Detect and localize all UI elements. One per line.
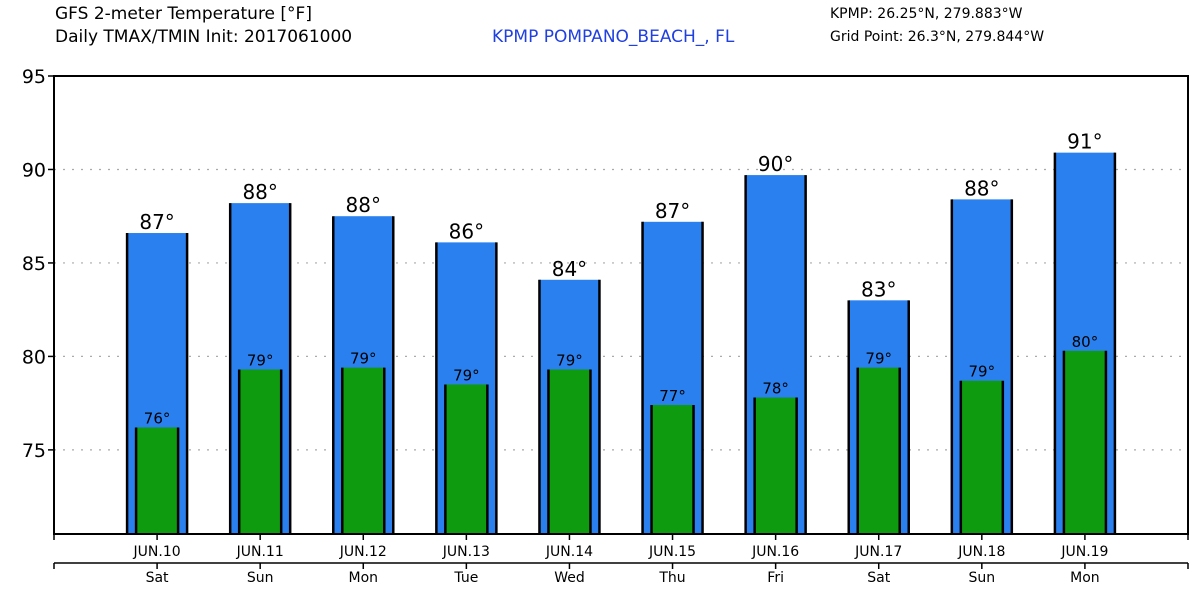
tmin-value-label: 79° xyxy=(247,351,274,369)
tmax-value-label: 83° xyxy=(861,277,896,301)
tmin-bar xyxy=(1063,350,1106,534)
plot-frame xyxy=(53,75,1189,535)
x-weekday-label: Sat xyxy=(146,570,169,586)
tmin-value-label: 79° xyxy=(556,351,583,369)
tmax-value-label: 88° xyxy=(346,193,381,217)
tmin-bar xyxy=(342,367,385,534)
x-date-label: JUN.18 xyxy=(957,544,1005,560)
y-tick-label: 90 xyxy=(22,159,46,181)
tmin-bar xyxy=(548,369,591,534)
x-weekday-label: Mon xyxy=(349,570,379,586)
y-tick-label: 85 xyxy=(22,253,46,275)
tmax-value-label: 88° xyxy=(964,176,999,200)
x-date-label: JUN.10 xyxy=(133,544,181,560)
tmax-value-label: 91° xyxy=(1067,130,1102,154)
tmin-value-label: 79° xyxy=(969,363,996,381)
station-name: KPMP POMPANO_BEACH_, FL xyxy=(492,27,735,47)
x-date-label: JUN.17 xyxy=(854,544,902,560)
y-tick-label: 80 xyxy=(22,346,46,368)
tmin-bar xyxy=(651,405,694,534)
tmin-value-label: 78° xyxy=(762,380,789,398)
tmax-value-label: 87° xyxy=(655,199,690,223)
tmin-bar xyxy=(754,397,797,534)
x-weekday-label: Tue xyxy=(453,570,478,586)
y-tick-label: 75 xyxy=(22,440,46,462)
x-date-label: JUN.16 xyxy=(751,544,799,560)
x-weekday-label: Sat xyxy=(867,570,890,586)
y-tick-label: 95 xyxy=(22,66,46,88)
x-date-label: JUN.12 xyxy=(339,544,387,560)
tmin-bar xyxy=(445,384,488,534)
x-weekday-label: Mon xyxy=(1070,570,1100,586)
tmin-value-label: 79° xyxy=(350,350,377,368)
tmax-value-label: 86° xyxy=(449,219,484,243)
tmin-bar xyxy=(239,369,282,534)
x-weekday-label: Sun xyxy=(247,570,274,586)
tmax-value-label: 84° xyxy=(552,257,587,281)
tmin-value-label: 76° xyxy=(144,409,171,427)
tmin-value-label: 79° xyxy=(453,366,480,384)
x-weekday-label: Wed xyxy=(554,570,585,586)
tmin-bar xyxy=(857,367,900,534)
grid-point-coordinates: Grid Point: 26.3°N, 279.844°W xyxy=(830,29,1045,45)
x-weekday-label: Fri xyxy=(767,570,784,586)
x-weekday-label: Thu xyxy=(658,570,685,586)
x-date-label: JUN.15 xyxy=(648,544,696,560)
chart-title: GFS 2-meter Temperature [°F] xyxy=(55,4,312,24)
chart-subtitle: Daily TMAX/TMIN Init: 2017061000 xyxy=(55,27,353,47)
tmin-bar xyxy=(136,427,179,534)
x-date-label: JUN.13 xyxy=(442,544,490,560)
tmax-value-label: 87° xyxy=(139,210,174,234)
x-date-label: JUN.19 xyxy=(1060,544,1108,560)
tmin-value-label: 79° xyxy=(865,350,892,368)
x-date-label: JUN.11 xyxy=(236,544,284,560)
station-coordinates: KPMP: 26.25°N, 279.883°W xyxy=(830,6,1023,22)
tmax-value-label: 90° xyxy=(758,152,793,176)
tmin-value-label: 80° xyxy=(1072,333,1099,351)
tmin-value-label: 77° xyxy=(659,387,686,405)
tmax-value-label: 88° xyxy=(242,180,277,204)
x-weekday-label: Sun xyxy=(968,570,995,586)
x-date-label: JUN.14 xyxy=(545,544,593,560)
tmin-bar xyxy=(960,380,1003,534)
